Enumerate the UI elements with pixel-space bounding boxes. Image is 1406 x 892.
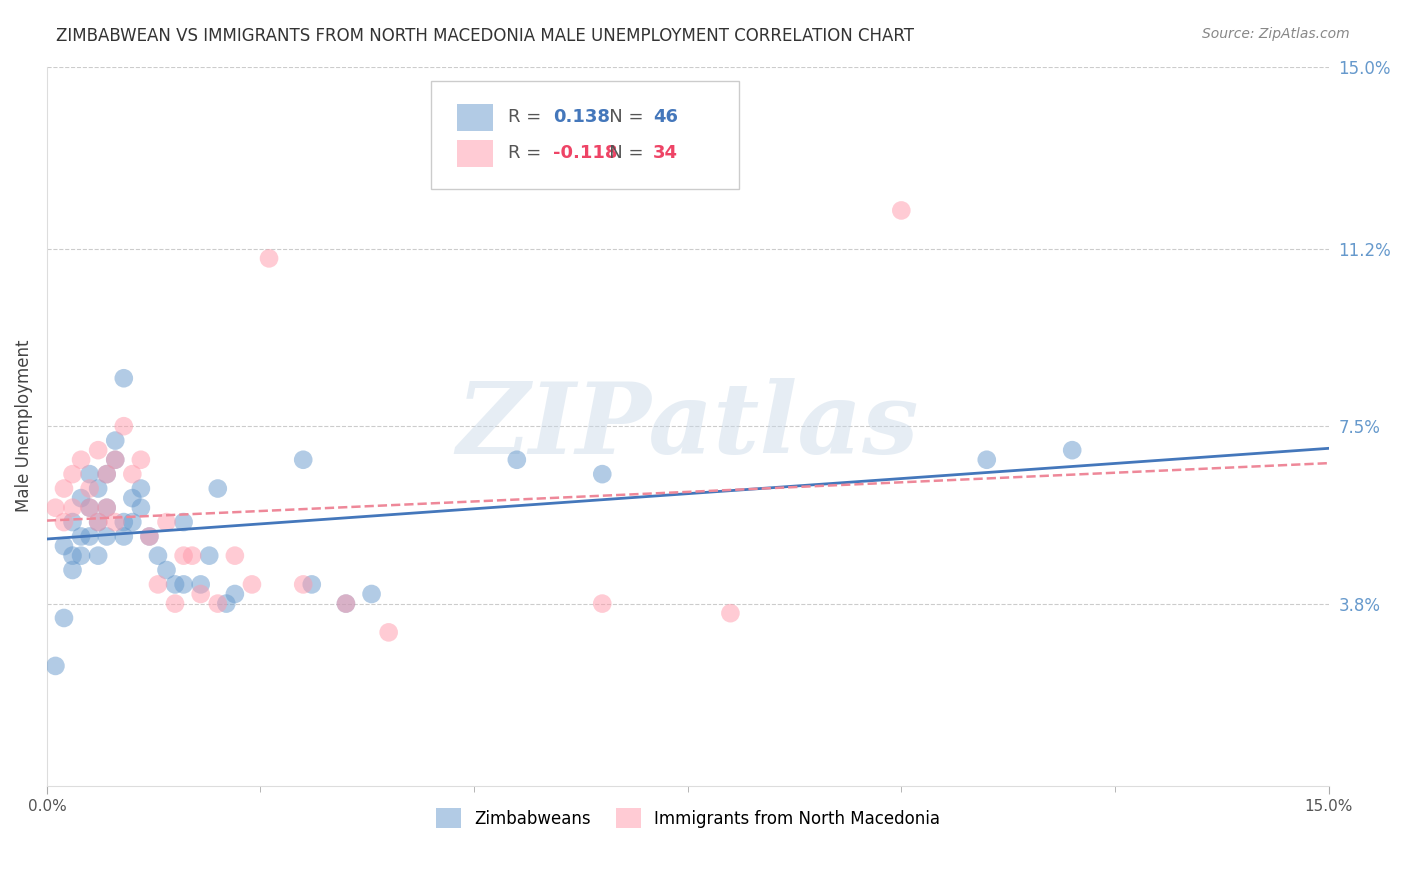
Point — [292, 452, 315, 467]
Point — [190, 577, 212, 591]
Point — [96, 500, 118, 515]
Point — [79, 482, 101, 496]
Point — [165, 577, 187, 591]
Point — [155, 563, 177, 577]
Point — [104, 515, 127, 529]
Point — [138, 529, 160, 543]
Point — [301, 577, 323, 591]
Point — [62, 515, 84, 529]
Point — [173, 515, 195, 529]
Point — [87, 482, 110, 496]
Point — [70, 549, 93, 563]
Text: N =: N = — [592, 108, 648, 126]
Text: 0.138: 0.138 — [553, 108, 610, 126]
Text: ZIMBABWEAN VS IMMIGRANTS FROM NORTH MACEDONIA MALE UNEMPLOYMENT CORRELATION CHAR: ZIMBABWEAN VS IMMIGRANTS FROM NORTH MACE… — [56, 27, 914, 45]
Point — [591, 597, 613, 611]
Point — [112, 371, 135, 385]
Point — [129, 500, 152, 515]
Y-axis label: Male Unemployment: Male Unemployment — [15, 340, 32, 512]
Legend: Zimbabweans, Immigrants from North Macedonia: Zimbabweans, Immigrants from North Maced… — [429, 801, 946, 835]
Point — [70, 529, 93, 543]
Point — [215, 597, 238, 611]
Point — [62, 563, 84, 577]
Point — [96, 529, 118, 543]
Bar — [457, 140, 494, 168]
Point — [173, 577, 195, 591]
Point — [506, 452, 529, 467]
Point — [62, 549, 84, 563]
Point — [79, 500, 101, 515]
Point — [377, 625, 399, 640]
Point — [96, 467, 118, 482]
Text: ZIPatlas: ZIPatlas — [457, 378, 920, 475]
Text: R =: R = — [509, 144, 547, 162]
FancyBboxPatch shape — [432, 81, 740, 189]
Text: 34: 34 — [654, 144, 678, 162]
Point — [207, 482, 229, 496]
Point — [198, 549, 221, 563]
Point — [173, 549, 195, 563]
Point — [96, 500, 118, 515]
Point — [360, 587, 382, 601]
Point — [165, 597, 187, 611]
Point — [292, 577, 315, 591]
Point — [53, 611, 76, 625]
Point — [138, 529, 160, 543]
Text: Source: ZipAtlas.com: Source: ZipAtlas.com — [1202, 27, 1350, 41]
Point — [70, 491, 93, 505]
Point — [155, 515, 177, 529]
Point — [121, 491, 143, 505]
Point — [976, 452, 998, 467]
Point — [44, 659, 66, 673]
Point — [87, 515, 110, 529]
Bar — [457, 104, 494, 131]
Point — [44, 500, 66, 515]
Point — [104, 434, 127, 448]
Point — [112, 515, 135, 529]
Point — [224, 587, 246, 601]
Point — [890, 203, 912, 218]
Point — [121, 467, 143, 482]
Point — [146, 577, 169, 591]
Point — [224, 549, 246, 563]
Point — [257, 252, 280, 266]
Point — [207, 597, 229, 611]
Point — [591, 467, 613, 482]
Point — [190, 587, 212, 601]
Point — [79, 529, 101, 543]
Point — [1062, 443, 1084, 458]
Point — [53, 482, 76, 496]
Point — [87, 443, 110, 458]
Text: -0.118: -0.118 — [553, 144, 617, 162]
Point — [87, 515, 110, 529]
Point — [70, 452, 93, 467]
Point — [112, 529, 135, 543]
Point — [129, 482, 152, 496]
Text: 46: 46 — [654, 108, 678, 126]
Point — [87, 549, 110, 563]
Text: N =: N = — [592, 144, 648, 162]
Point — [104, 452, 127, 467]
Point — [181, 549, 204, 563]
Point — [62, 500, 84, 515]
Point — [53, 539, 76, 553]
Point — [146, 549, 169, 563]
Point — [104, 452, 127, 467]
Point — [96, 467, 118, 482]
Point — [720, 606, 742, 620]
Point — [79, 500, 101, 515]
Point — [121, 515, 143, 529]
Point — [335, 597, 357, 611]
Point — [240, 577, 263, 591]
Point — [112, 419, 135, 434]
Text: R =: R = — [509, 108, 547, 126]
Point — [62, 467, 84, 482]
Point — [79, 467, 101, 482]
Point — [335, 597, 357, 611]
Point — [53, 515, 76, 529]
Point — [129, 452, 152, 467]
